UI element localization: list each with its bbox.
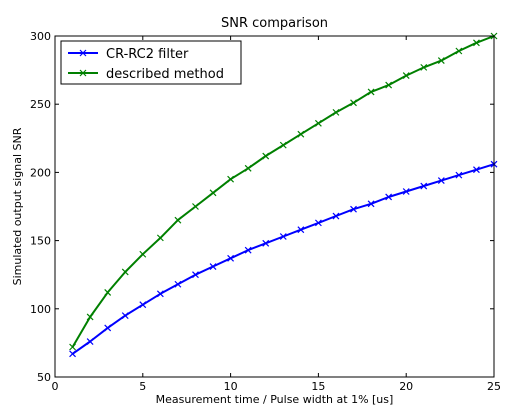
legend-box bbox=[60, 40, 242, 85]
data-point-marker bbox=[156, 290, 164, 298]
y-axis-label: Simulated output signal SNR bbox=[11, 127, 24, 285]
data-point-marker bbox=[473, 166, 480, 174]
data-point-marker bbox=[121, 268, 129, 276]
data-point-marker bbox=[262, 152, 270, 160]
data-point-marker bbox=[209, 263, 217, 270]
data-point-marker bbox=[385, 81, 393, 89]
data-point-marker bbox=[156, 234, 164, 242]
data-point-marker bbox=[262, 239, 270, 247]
x-tick-label: 15 bbox=[311, 380, 325, 393]
y-tick-label: 200 bbox=[30, 166, 51, 179]
data-point-marker bbox=[350, 99, 357, 107]
x-tick-label: 0 bbox=[52, 380, 59, 393]
data-point-marker bbox=[455, 171, 463, 179]
data-point-marker bbox=[121, 312, 129, 320]
data-point-marker bbox=[437, 177, 445, 185]
data-point-marker bbox=[297, 130, 305, 138]
data-point-marker bbox=[367, 200, 375, 208]
y-tick-label: 100 bbox=[30, 303, 51, 316]
data-point-marker bbox=[69, 350, 76, 358]
plot-frame bbox=[54, 35, 495, 378]
legend-label: described method bbox=[106, 67, 224, 82]
data-point-marker bbox=[209, 189, 217, 197]
data-point-marker bbox=[350, 205, 357, 213]
data-point-marker bbox=[174, 280, 182, 288]
y-tick-label: 250 bbox=[30, 98, 51, 111]
chart-title: SNR comparison bbox=[221, 16, 328, 31]
legend-marker-0 bbox=[79, 49, 87, 57]
data-point-marker bbox=[402, 72, 410, 79]
data-point-marker bbox=[402, 188, 410, 195]
data-point-marker bbox=[139, 301, 147, 309]
data-point-marker bbox=[297, 226, 305, 234]
data-point-marker bbox=[227, 254, 235, 262]
data-point-marker bbox=[104, 289, 112, 296]
data-point-marker bbox=[244, 246, 252, 254]
legend-marker-1 bbox=[79, 69, 87, 77]
data-point-marker bbox=[279, 233, 287, 240]
data-point-marker bbox=[279, 141, 287, 149]
data-point-marker bbox=[332, 108, 340, 116]
data-point-marker bbox=[139, 250, 147, 258]
x-tick-label: 25 bbox=[487, 380, 501, 393]
data-point-marker bbox=[86, 313, 94, 321]
x-tick-label: 10 bbox=[224, 380, 238, 393]
data-point-marker bbox=[420, 63, 428, 71]
data-point-marker bbox=[385, 193, 393, 201]
data-point-marker bbox=[86, 338, 94, 345]
data-point-marker bbox=[473, 39, 480, 47]
data-point-marker bbox=[192, 203, 199, 210]
y-tick-label: 50 bbox=[37, 371, 51, 384]
data-point-marker bbox=[420, 182, 428, 190]
data-point-marker bbox=[244, 164, 252, 172]
data-point-marker bbox=[192, 271, 199, 279]
data-point-marker bbox=[174, 216, 182, 224]
x-axis-label: Measurement time / Pulse width at 1% [us… bbox=[156, 393, 394, 406]
data-point-marker bbox=[332, 212, 340, 220]
y-tick-label: 150 bbox=[30, 235, 51, 248]
data-point-marker bbox=[314, 219, 322, 227]
x-tick-label: 5 bbox=[139, 380, 146, 393]
x-tick-label: 20 bbox=[399, 380, 413, 393]
data-point-marker bbox=[104, 324, 112, 332]
data-point-marker bbox=[367, 88, 375, 96]
data-point-marker bbox=[227, 175, 235, 183]
data-point-marker bbox=[437, 57, 445, 64]
data-point-marker bbox=[455, 47, 463, 55]
series-line-0 bbox=[72, 163, 495, 355]
legend-label: CR-RC2 filter bbox=[106, 47, 189, 62]
data-point-marker bbox=[69, 343, 76, 351]
y-tick-label: 300 bbox=[30, 30, 51, 43]
data-point-marker bbox=[314, 119, 322, 127]
